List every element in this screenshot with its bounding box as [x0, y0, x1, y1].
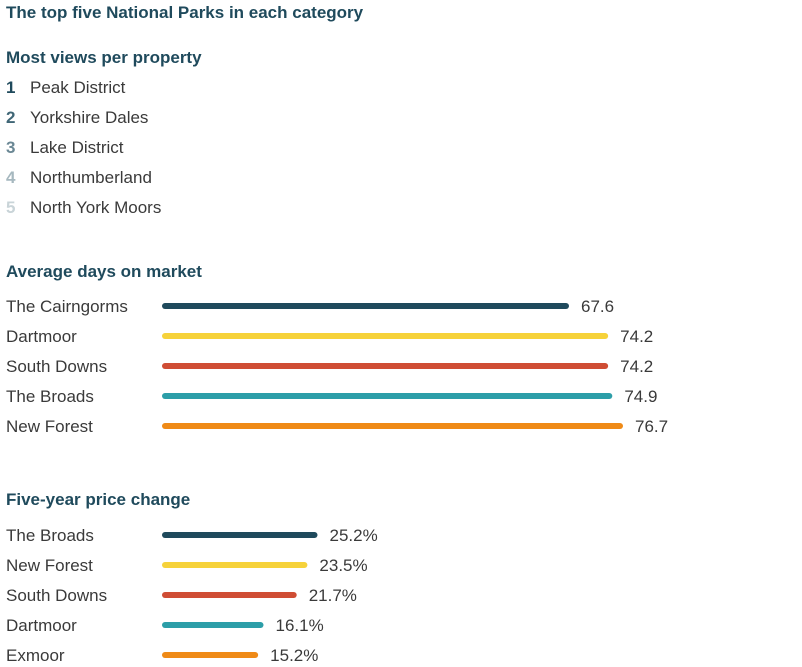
days-category-label: Dartmoor: [6, 327, 77, 346]
price-change-heading: Five-year price change: [6, 490, 191, 509]
price-value-label: 23.5%: [319, 556, 367, 575]
days-on-market-chart: The Cairngorms 67.6 Dartmoor 74.2 South Down…: [6, 297, 668, 436]
days-category-label: The Broads: [6, 387, 94, 406]
price-category-label: Dartmoor: [6, 616, 77, 635]
price-category-label: New Forest: [6, 556, 93, 575]
rank-number: 1: [6, 78, 16, 97]
price-category-label: Exmoor: [6, 646, 65, 665]
rank-item-2: 2 Yorkshire Dales: [6, 108, 148, 128]
price-change-chart: The Broads 25.2% New Forest 23.5% South Down…: [6, 526, 378, 665]
days-category-label: South Downs: [6, 357, 107, 376]
days-value-label: 67.6: [581, 297, 614, 316]
days-category-label: New Forest: [6, 417, 93, 436]
price-category-label: South Downs: [6, 586, 107, 605]
days-value-label: 74.2: [620, 327, 653, 346]
price-category-label: The Broads: [6, 526, 94, 545]
days-value-label: 76.7: [635, 417, 668, 436]
days-value-label: 74.9: [624, 387, 657, 406]
price-value-label: 21.7%: [309, 586, 357, 605]
days-on-market-heading: Average days on market: [6, 262, 202, 281]
park-name: Yorkshire Dales: [30, 108, 149, 127]
price-value-label: 15.2%: [270, 646, 318, 665]
price-value-label: 25.2%: [329, 526, 377, 545]
rank-item-4: 4 Northumberland: [6, 168, 152, 188]
rank-number: 2: [6, 108, 16, 127]
park-name: Northumberland: [30, 168, 152, 187]
rank-item-5: 5 North York Moors: [6, 198, 161, 218]
rank-number: 4: [6, 168, 16, 187]
park-name: Lake District: [30, 138, 124, 157]
page-title: The top five National Parks in each cate…: [6, 3, 364, 22]
park-name: North York Moors: [30, 198, 162, 217]
rank-item-3: 3 Lake District: [6, 138, 124, 158]
views-heading: Most views per property: [6, 48, 202, 67]
park-name: Peak District: [30, 78, 126, 97]
days-value-label: 74.2: [620, 357, 653, 376]
rank-item-1: 1 Peak District: [6, 78, 125, 98]
rank-number: 5: [6, 198, 16, 217]
rank-number: 3: [6, 138, 16, 157]
price-value-label: 16.1%: [276, 616, 324, 635]
days-category-label: The Cairngorms: [6, 297, 128, 316]
